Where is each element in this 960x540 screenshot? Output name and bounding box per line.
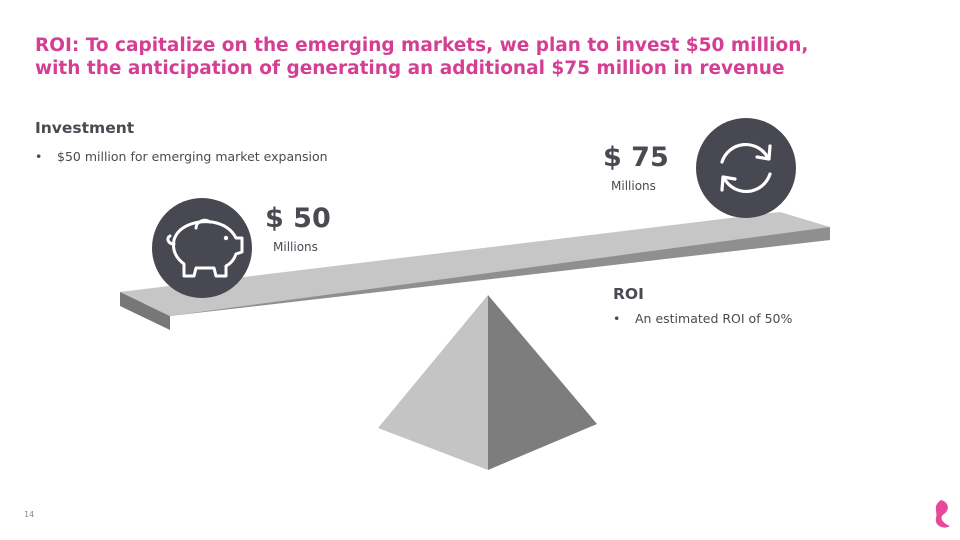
piggy-bank-icon [152,198,252,298]
slide-title: ROI: To capitalize on the emerging marke… [35,34,915,80]
title-line-1: ROI: To capitalize on the emerging marke… [35,35,809,56]
roi-bullet-1: An estimated ROI of 50% [613,311,792,326]
pyramid-left-face [378,295,488,470]
right-unit: Millions [611,179,656,193]
investment-heading: Investment [35,119,135,137]
beam-top [120,212,830,316]
title-line-2: with the anticipation of generating an a… [35,58,785,79]
page-number: 14 [24,510,35,519]
left-amount: $ 50 [265,203,331,234]
right-amount: $ 75 [603,142,669,173]
left-unit: Millions [273,240,318,254]
roi-heading: ROI [613,285,644,303]
beam-end [120,292,170,330]
roi-bullets: An estimated ROI of 50% [613,311,792,326]
investment-bullet-1: $50 million for emerging market expansio… [35,149,328,164]
brand-logo-icon [935,500,950,528]
pyramid-right-face [488,295,597,470]
investment-bullets: $50 million for emerging market expansio… [35,149,328,164]
refresh-cycle-icon [696,118,796,218]
